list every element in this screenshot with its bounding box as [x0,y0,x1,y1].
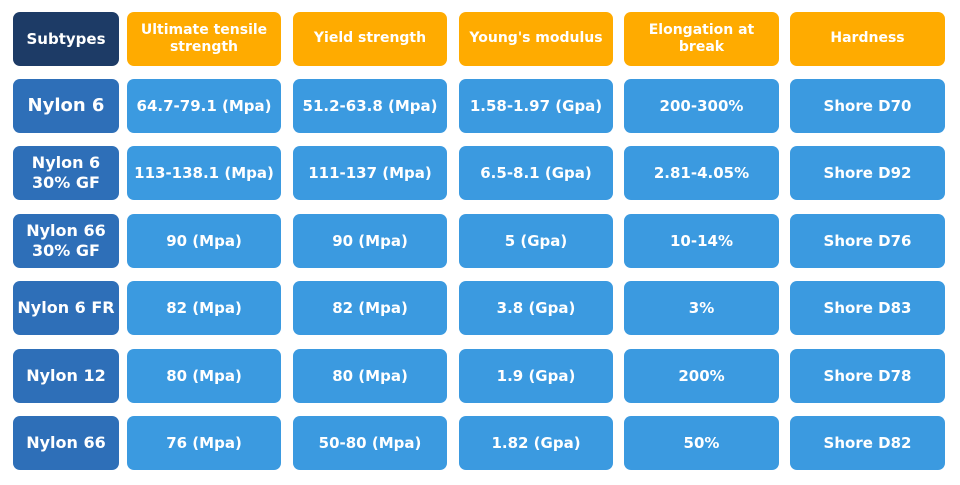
table-cell: 6.5-8.1 (Gpa) [459,146,613,200]
row-header-nylon-66-30gf: Nylon 66 30% GF [13,214,119,268]
col-header-elongation: Elongation at break [624,12,779,66]
table-cell: 90 (Mpa) [127,214,281,268]
table-cell: 90 (Mpa) [293,214,447,268]
table-cell: 1.58-1.97 (Gpa) [459,79,613,133]
table-cell: 82 (Mpa) [127,281,281,335]
col-header-youngs-modulus: Young's modulus [459,12,613,66]
table-cell: 50-80 (Mpa) [293,416,447,470]
corner-header: Subtypes [13,12,119,66]
row-header-nylon-6-30gf: Nylon 6 30% GF [13,146,119,200]
row-header-nylon-6-fr: Nylon 6 FR [13,281,119,335]
table-cell: Shore D70 [790,79,945,133]
table-cell: Shore D82 [790,416,945,470]
table-cell: 80 (Mpa) [293,349,447,403]
table-cell: 200-300% [624,79,779,133]
table-cell: 10-14% [624,214,779,268]
table-cell: 64.7-79.1 (Mpa) [127,79,281,133]
table-cell: 80 (Mpa) [127,349,281,403]
table-cell: Shore D78 [790,349,945,403]
table-cell: 76 (Mpa) [127,416,281,470]
col-header-yield-strength: Yield strength [293,12,447,66]
table-cell: Shore D92 [790,146,945,200]
table-cell: 111-137 (Mpa) [293,146,447,200]
table-cell: Shore D76 [790,214,945,268]
table-cell: 3.8 (Gpa) [459,281,613,335]
col-header-ultimate-tensile: Ultimate tensile strength [127,12,281,66]
table-cell: 113-138.1 (Mpa) [127,146,281,200]
row-header-nylon-12: Nylon 12 [13,349,119,403]
table-cell: 51.2-63.8 (Mpa) [293,79,447,133]
row-header-nylon-6: Nylon 6 [13,79,119,133]
table-cell: 200% [624,349,779,403]
table-cell: 2.81-4.05% [624,146,779,200]
row-header-nylon-66: Nylon 66 [13,416,119,470]
table-cell: Shore D83 [790,281,945,335]
table-cell: 82 (Mpa) [293,281,447,335]
col-header-hardness: Hardness [790,12,945,66]
table-cell: 5 (Gpa) [459,214,613,268]
table-cell: 1.9 (Gpa) [459,349,613,403]
table-cell: 50% [624,416,779,470]
table-cell: 3% [624,281,779,335]
table-cell: 1.82 (Gpa) [459,416,613,470]
